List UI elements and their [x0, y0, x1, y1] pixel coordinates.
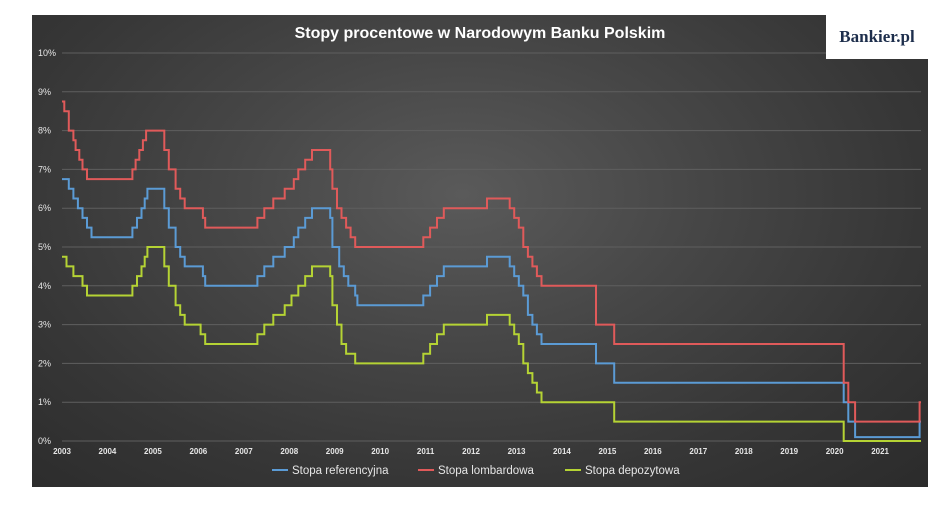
chart-title: Stopy procentowe w Narodowym Banku Polsk… — [295, 25, 666, 42]
x-tick-label: 2011 — [417, 447, 435, 456]
series-line-stopa-referencyjna — [62, 178, 921, 439]
y-tick-label: 3% — [38, 320, 51, 330]
gridlines — [62, 52, 921, 442]
y-tick-label: 7% — [38, 164, 51, 174]
y-tick-label: 1% — [38, 397, 51, 407]
x-tick-label: 2007 — [235, 447, 253, 456]
x-tick-label: 2014 — [553, 447, 571, 456]
x-tick-label: 2008 — [280, 447, 298, 456]
x-tick-label: 2016 — [644, 447, 662, 456]
x-tick-label: 2005 — [144, 447, 162, 456]
y-tick-label: 8% — [38, 126, 51, 136]
x-tick-label: 2018 — [735, 447, 753, 456]
y-tick-label: 6% — [38, 203, 51, 213]
y-tick-label: 4% — [38, 281, 51, 291]
series-lines — [62, 100, 921, 442]
x-tick-label: 2004 — [99, 447, 117, 456]
y-tick-label: 9% — [38, 87, 51, 97]
x-tick-label: 2015 — [598, 447, 616, 456]
bankier-logo: Bankier.pl — [826, 15, 928, 59]
legend: Stopa referencyjna Stopa lombardowa Stopa … — [272, 465, 680, 477]
x-tick-label: 2019 — [780, 447, 798, 456]
y-tick-label: 5% — [38, 242, 51, 252]
x-tick-label: 2021 — [871, 447, 889, 456]
x-tick-label: 2006 — [189, 447, 207, 456]
series-line-stopa-depozytowa — [62, 246, 921, 442]
x-tick-label: 2020 — [826, 447, 844, 456]
y-tick-label: 2% — [38, 358, 51, 368]
x-tick-label: 2013 — [508, 447, 526, 456]
legend-label-stopa-referencyjna: Stopa referencyjna — [292, 465, 389, 477]
legend-label-stopa-depozytowa: Stopa depozytowa — [585, 465, 680, 477]
y-axis-ticks: 0% 1% 2% 3% 4% 5% 6% 7% 8% 9% 10% — [38, 48, 56, 446]
x-tick-label: 2010 — [371, 447, 389, 456]
x-tick-label: 2012 — [462, 447, 480, 456]
y-tick-label: 10% — [38, 48, 56, 58]
x-tick-label: 2003 — [53, 447, 71, 456]
x-tick-label: 2009 — [326, 447, 344, 456]
logo-text: Bankier.pl — [839, 27, 915, 46]
x-axis-ticks: 2003 2004 2005 2006 2007 2008 2009 2010 2011 2012… — [53, 447, 889, 456]
legend-label-stopa-lombardowa: Stopa lombardowa — [438, 465, 534, 477]
series-line-stopa-lombardowa — [62, 100, 921, 423]
y-tick-label: 0% — [38, 436, 51, 446]
chart-panel — [32, 15, 928, 487]
x-tick-label: 2017 — [689, 447, 707, 456]
